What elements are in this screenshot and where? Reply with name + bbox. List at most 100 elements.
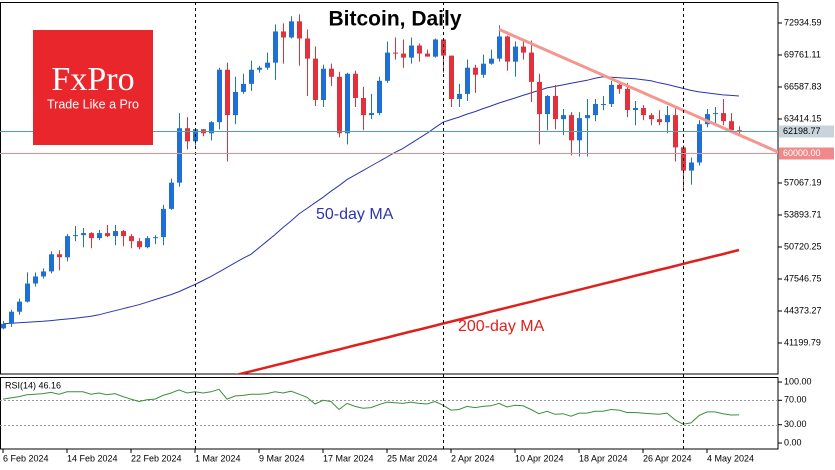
candle-body xyxy=(417,45,422,54)
x-tick-label: 1 Mar 2024 xyxy=(195,453,241,463)
candle-body xyxy=(329,68,334,77)
y-tick-label: 47546.75 xyxy=(784,273,822,283)
candle-body xyxy=(25,283,30,302)
candle-body xyxy=(649,115,654,120)
candle-body xyxy=(33,276,38,284)
candle-body xyxy=(265,62,270,68)
ma-label: 50-day MA xyxy=(316,206,394,223)
candle-body xyxy=(153,237,158,239)
candle-body xyxy=(393,52,398,54)
x-tick-label: 18 Apr 2024 xyxy=(579,453,628,463)
candle-body xyxy=(505,36,510,62)
candle-body xyxy=(313,58,318,100)
candle-body xyxy=(489,58,494,64)
y-tick-label: 44373.27 xyxy=(784,305,822,315)
plot-layer: 72934.59 69761.11 66587.83 63414.15 57067.19… xyxy=(0,2,834,463)
candle-body xyxy=(209,122,214,134)
candle-body xyxy=(385,52,390,81)
y-tick-label: 66587.83 xyxy=(784,81,822,91)
x-tick-label: 9 Mar 2024 xyxy=(259,453,305,463)
candle-body xyxy=(89,233,94,239)
y-tick-label: 100.00 xyxy=(784,376,812,386)
candle-body xyxy=(705,114,710,125)
candle-body xyxy=(185,128,190,142)
candle-body xyxy=(449,55,454,99)
candle-body xyxy=(65,236,70,258)
y-tick-label: 57067.19 xyxy=(784,177,822,187)
candle-body xyxy=(497,36,502,59)
logo-box xyxy=(33,30,153,145)
candle-body xyxy=(169,182,174,209)
x-tick-label: 17 Mar 2024 xyxy=(323,453,374,463)
candle-body xyxy=(457,93,462,99)
rsi-title: RSI(14) 46.16 xyxy=(5,380,61,390)
candle-body xyxy=(113,231,118,237)
y-tick-label: 70.00 xyxy=(784,395,807,405)
candle-body xyxy=(585,115,590,119)
candle-body xyxy=(345,73,350,134)
candle-body xyxy=(297,21,302,39)
x-tick-label: 6 Feb 2024 xyxy=(3,453,49,463)
candle-body xyxy=(353,73,358,98)
candle-body xyxy=(713,113,718,115)
x-tick-label: 2 Apr 2024 xyxy=(451,453,495,463)
candle-body xyxy=(41,271,46,277)
candle-body xyxy=(145,238,150,248)
candle-body xyxy=(425,53,430,57)
candle-body xyxy=(609,84,614,105)
y-tick-label: 0.00 xyxy=(784,437,802,447)
chart-title: Bitcoin, Daily xyxy=(328,8,461,31)
candle-body xyxy=(441,39,446,56)
x-tick-label: 10 Apr 2024 xyxy=(515,453,564,463)
candle-body xyxy=(257,67,262,70)
x-tick-label: 14 Feb 2024 xyxy=(67,453,118,463)
candle-body xyxy=(569,115,574,141)
candle-body xyxy=(697,124,702,163)
y-tick-label: 69761.11 xyxy=(784,49,821,59)
y-tick-label: 72934.59 xyxy=(784,17,822,27)
candle-body xyxy=(377,80,382,114)
candle-body xyxy=(1,323,6,329)
x-tick-label: 26 Apr 2024 xyxy=(643,453,692,463)
candle-body xyxy=(593,104,598,116)
candle-body xyxy=(49,254,54,272)
candle-body xyxy=(217,69,222,123)
candle-body xyxy=(401,53,406,58)
candle-body xyxy=(737,130,742,132)
candle-body xyxy=(657,119,662,123)
candle-body xyxy=(641,108,646,116)
candle-body xyxy=(721,113,726,122)
candle-body xyxy=(289,21,294,38)
candle-body xyxy=(601,104,606,106)
x-tick-label: 22 Feb 2024 xyxy=(131,453,182,463)
candle-body xyxy=(545,95,550,115)
candle-body xyxy=(617,84,622,89)
candle-body xyxy=(633,108,638,111)
candle-body xyxy=(281,31,286,38)
price-label-box xyxy=(779,125,834,138)
candle-body xyxy=(97,233,102,239)
candle-body xyxy=(233,91,238,116)
y-tick-label: 41199.79 xyxy=(784,337,821,347)
candle-body xyxy=(361,97,366,116)
candle-body xyxy=(321,68,326,100)
candle-body xyxy=(249,69,254,84)
candle-body xyxy=(137,241,142,248)
candle-body xyxy=(513,46,518,62)
candle-body xyxy=(369,113,374,116)
x-tick-label: 4 May 2024 xyxy=(707,453,754,463)
candle-body xyxy=(625,88,630,111)
candle-body xyxy=(433,39,438,57)
x-tick-label: 25 Mar 2024 xyxy=(387,453,438,463)
candle-body xyxy=(473,67,478,75)
y-tick-label: 63414.15 xyxy=(784,113,822,123)
rsi-plot xyxy=(0,388,778,426)
candle-body xyxy=(337,76,342,134)
logo-name: FxPro xyxy=(51,61,134,98)
candle-body xyxy=(521,46,526,53)
ma-line xyxy=(235,248,740,374)
candle-body xyxy=(241,83,246,92)
candle-body xyxy=(465,67,470,94)
candle-body xyxy=(665,115,670,123)
